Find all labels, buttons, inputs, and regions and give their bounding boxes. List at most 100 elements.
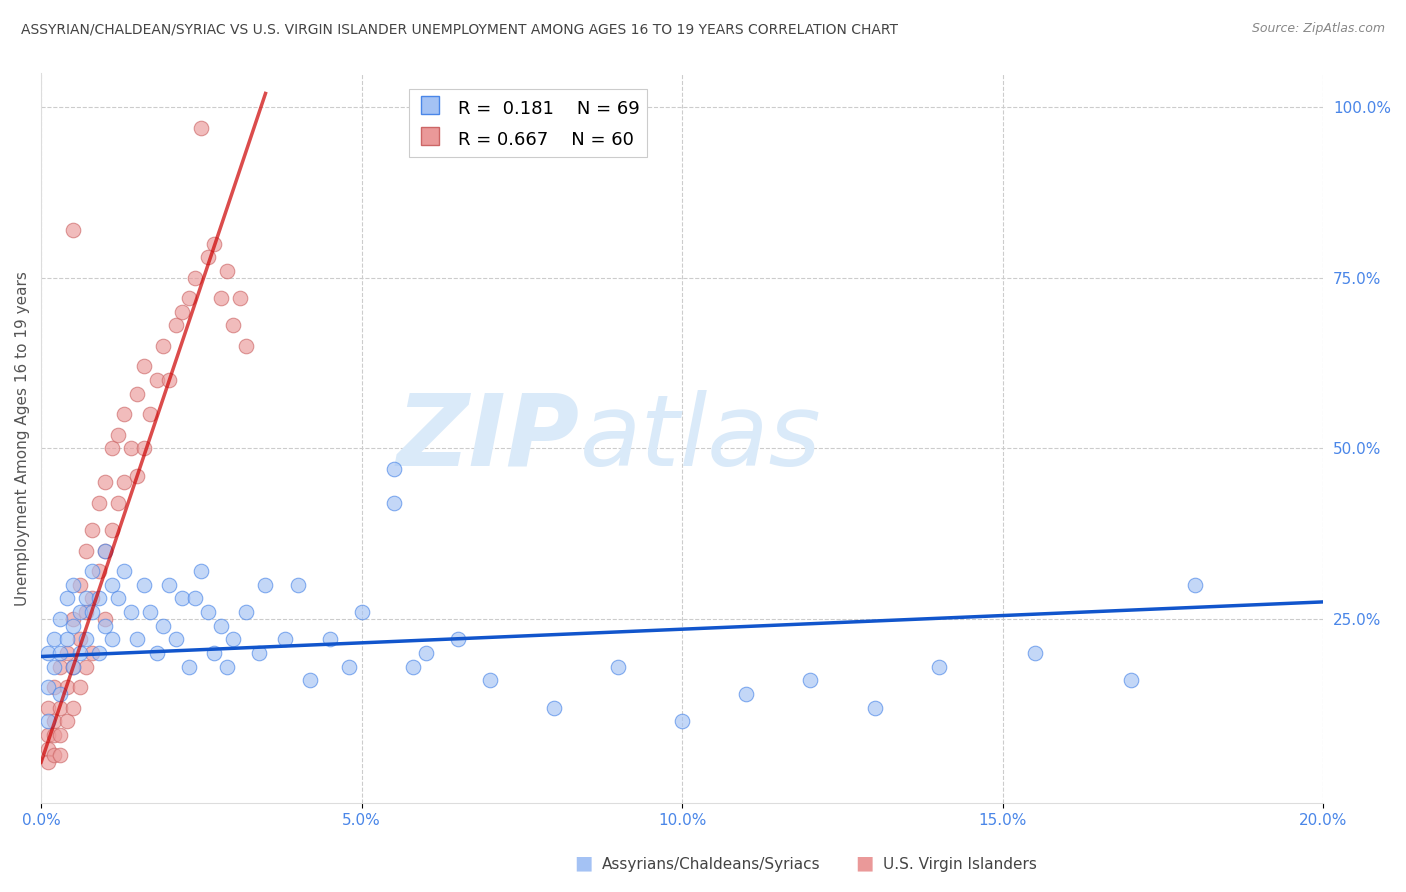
U.S. Virgin Islanders bbox=[42, 680, 65, 694]
Assyrians/Chaldeans/Syriacs bbox=[62, 578, 84, 592]
U.S. Virgin Islanders bbox=[127, 386, 149, 401]
Assyrians/Chaldeans/Syriacs bbox=[55, 632, 77, 647]
Text: atlas: atlas bbox=[579, 390, 821, 487]
U.S. Virgin Islanders bbox=[82, 523, 104, 537]
Text: Assyrians/Chaldeans/Syriacs: Assyrians/Chaldeans/Syriacs bbox=[602, 857, 820, 872]
Assyrians/Chaldeans/Syriacs bbox=[543, 700, 565, 714]
U.S. Virgin Islanders bbox=[55, 714, 77, 729]
U.S. Virgin Islanders bbox=[177, 291, 200, 305]
U.S. Virgin Islanders bbox=[94, 475, 117, 490]
Assyrians/Chaldeans/Syriacs bbox=[87, 591, 110, 606]
U.S. Virgin Islanders bbox=[37, 728, 59, 742]
U.S. Virgin Islanders bbox=[62, 659, 84, 673]
Assyrians/Chaldeans/Syriacs bbox=[94, 543, 117, 558]
U.S. Virgin Islanders bbox=[107, 427, 129, 442]
U.S. Virgin Islanders bbox=[37, 756, 59, 770]
Assyrians/Chaldeans/Syriacs bbox=[37, 646, 59, 660]
U.S. Virgin Islanders bbox=[152, 339, 174, 353]
Assyrians/Chaldeans/Syriacs bbox=[607, 659, 630, 673]
Y-axis label: Unemployment Among Ages 16 to 19 years: Unemployment Among Ages 16 to 19 years bbox=[15, 270, 30, 606]
Assyrians/Chaldeans/Syriacs bbox=[337, 659, 360, 673]
Assyrians/Chaldeans/Syriacs bbox=[165, 632, 187, 647]
U.S. Virgin Islanders bbox=[145, 373, 167, 387]
U.S. Virgin Islanders bbox=[190, 120, 212, 135]
U.S. Virgin Islanders bbox=[55, 680, 77, 694]
U.S. Virgin Islanders bbox=[49, 700, 72, 714]
Assyrians/Chaldeans/Syriacs bbox=[299, 673, 322, 688]
Text: ■: ■ bbox=[574, 854, 593, 872]
U.S. Virgin Islanders bbox=[69, 680, 91, 694]
U.S. Virgin Islanders bbox=[69, 632, 91, 647]
Assyrians/Chaldeans/Syriacs bbox=[49, 646, 72, 660]
Assyrians/Chaldeans/Syriacs bbox=[1024, 646, 1046, 660]
Assyrians/Chaldeans/Syriacs bbox=[172, 591, 194, 606]
Assyrians/Chaldeans/Syriacs bbox=[254, 578, 277, 592]
U.S. Virgin Islanders bbox=[165, 318, 187, 333]
U.S. Virgin Islanders bbox=[75, 659, 97, 673]
Assyrians/Chaldeans/Syriacs bbox=[287, 578, 309, 592]
Assyrians/Chaldeans/Syriacs bbox=[190, 564, 212, 578]
Assyrians/Chaldeans/Syriacs bbox=[37, 680, 59, 694]
Assyrians/Chaldeans/Syriacs bbox=[49, 687, 72, 701]
U.S. Virgin Islanders bbox=[184, 270, 207, 285]
U.S. Virgin Islanders bbox=[75, 543, 97, 558]
U.S. Virgin Islanders bbox=[69, 578, 91, 592]
U.S. Virgin Islanders bbox=[62, 612, 84, 626]
Assyrians/Chaldeans/Syriacs bbox=[152, 619, 174, 633]
Text: U.S. Virgin Islanders: U.S. Virgin Islanders bbox=[883, 857, 1036, 872]
Assyrians/Chaldeans/Syriacs bbox=[100, 578, 122, 592]
U.S. Virgin Islanders bbox=[37, 741, 59, 756]
Assyrians/Chaldeans/Syriacs bbox=[132, 578, 155, 592]
Assyrians/Chaldeans/Syriacs bbox=[114, 564, 136, 578]
Assyrians/Chaldeans/Syriacs bbox=[127, 632, 149, 647]
Assyrians/Chaldeans/Syriacs bbox=[215, 659, 238, 673]
U.S. Virgin Islanders bbox=[49, 748, 72, 763]
Assyrians/Chaldeans/Syriacs bbox=[318, 632, 340, 647]
Assyrians/Chaldeans/Syriacs bbox=[415, 646, 437, 660]
U.S. Virgin Islanders bbox=[197, 250, 219, 264]
U.S. Virgin Islanders bbox=[100, 442, 122, 456]
U.S. Virgin Islanders bbox=[157, 373, 180, 387]
Assyrians/Chaldeans/Syriacs bbox=[382, 496, 405, 510]
U.S. Virgin Islanders bbox=[37, 700, 59, 714]
Assyrians/Chaldeans/Syriacs bbox=[209, 619, 232, 633]
Assyrians/Chaldeans/Syriacs bbox=[735, 687, 758, 701]
U.S. Virgin Islanders bbox=[42, 728, 65, 742]
U.S. Virgin Islanders bbox=[202, 236, 225, 251]
U.S. Virgin Islanders bbox=[87, 564, 110, 578]
U.S. Virgin Islanders bbox=[215, 264, 238, 278]
U.S. Virgin Islanders bbox=[42, 714, 65, 729]
Text: Source: ZipAtlas.com: Source: ZipAtlas.com bbox=[1251, 22, 1385, 36]
Assyrians/Chaldeans/Syriacs bbox=[928, 659, 950, 673]
Assyrians/Chaldeans/Syriacs bbox=[247, 646, 270, 660]
Assyrians/Chaldeans/Syriacs bbox=[447, 632, 470, 647]
Assyrians/Chaldeans/Syriacs bbox=[799, 673, 821, 688]
Text: ■: ■ bbox=[855, 854, 875, 872]
Assyrians/Chaldeans/Syriacs bbox=[478, 673, 501, 688]
Assyrians/Chaldeans/Syriacs bbox=[75, 591, 97, 606]
Assyrians/Chaldeans/Syriacs bbox=[120, 605, 142, 619]
Text: ASSYRIAN/CHALDEAN/SYRIAC VS U.S. VIRGIN ISLANDER UNEMPLOYMENT AMONG AGES 16 TO 1: ASSYRIAN/CHALDEAN/SYRIAC VS U.S. VIRGIN … bbox=[21, 22, 898, 37]
Assyrians/Chaldeans/Syriacs bbox=[157, 578, 180, 592]
Assyrians/Chaldeans/Syriacs bbox=[62, 659, 84, 673]
U.S. Virgin Islanders bbox=[75, 605, 97, 619]
U.S. Virgin Islanders bbox=[229, 291, 252, 305]
Assyrians/Chaldeans/Syriacs bbox=[222, 632, 245, 647]
Assyrians/Chaldeans/Syriacs bbox=[382, 462, 405, 476]
Assyrians/Chaldeans/Syriacs bbox=[42, 659, 65, 673]
Assyrians/Chaldeans/Syriacs bbox=[107, 591, 129, 606]
Assyrians/Chaldeans/Syriacs bbox=[177, 659, 200, 673]
Text: ZIP: ZIP bbox=[396, 390, 579, 487]
Assyrians/Chaldeans/Syriacs bbox=[82, 564, 104, 578]
U.S. Virgin Islanders bbox=[87, 496, 110, 510]
Assyrians/Chaldeans/Syriacs bbox=[37, 714, 59, 729]
U.S. Virgin Islanders bbox=[49, 659, 72, 673]
U.S. Virgin Islanders bbox=[114, 475, 136, 490]
U.S. Virgin Islanders bbox=[49, 728, 72, 742]
Assyrians/Chaldeans/Syriacs bbox=[49, 612, 72, 626]
Assyrians/Chaldeans/Syriacs bbox=[62, 619, 84, 633]
Assyrians/Chaldeans/Syriacs bbox=[69, 646, 91, 660]
U.S. Virgin Islanders bbox=[82, 646, 104, 660]
U.S. Virgin Islanders bbox=[100, 523, 122, 537]
Assyrians/Chaldeans/Syriacs bbox=[94, 619, 117, 633]
